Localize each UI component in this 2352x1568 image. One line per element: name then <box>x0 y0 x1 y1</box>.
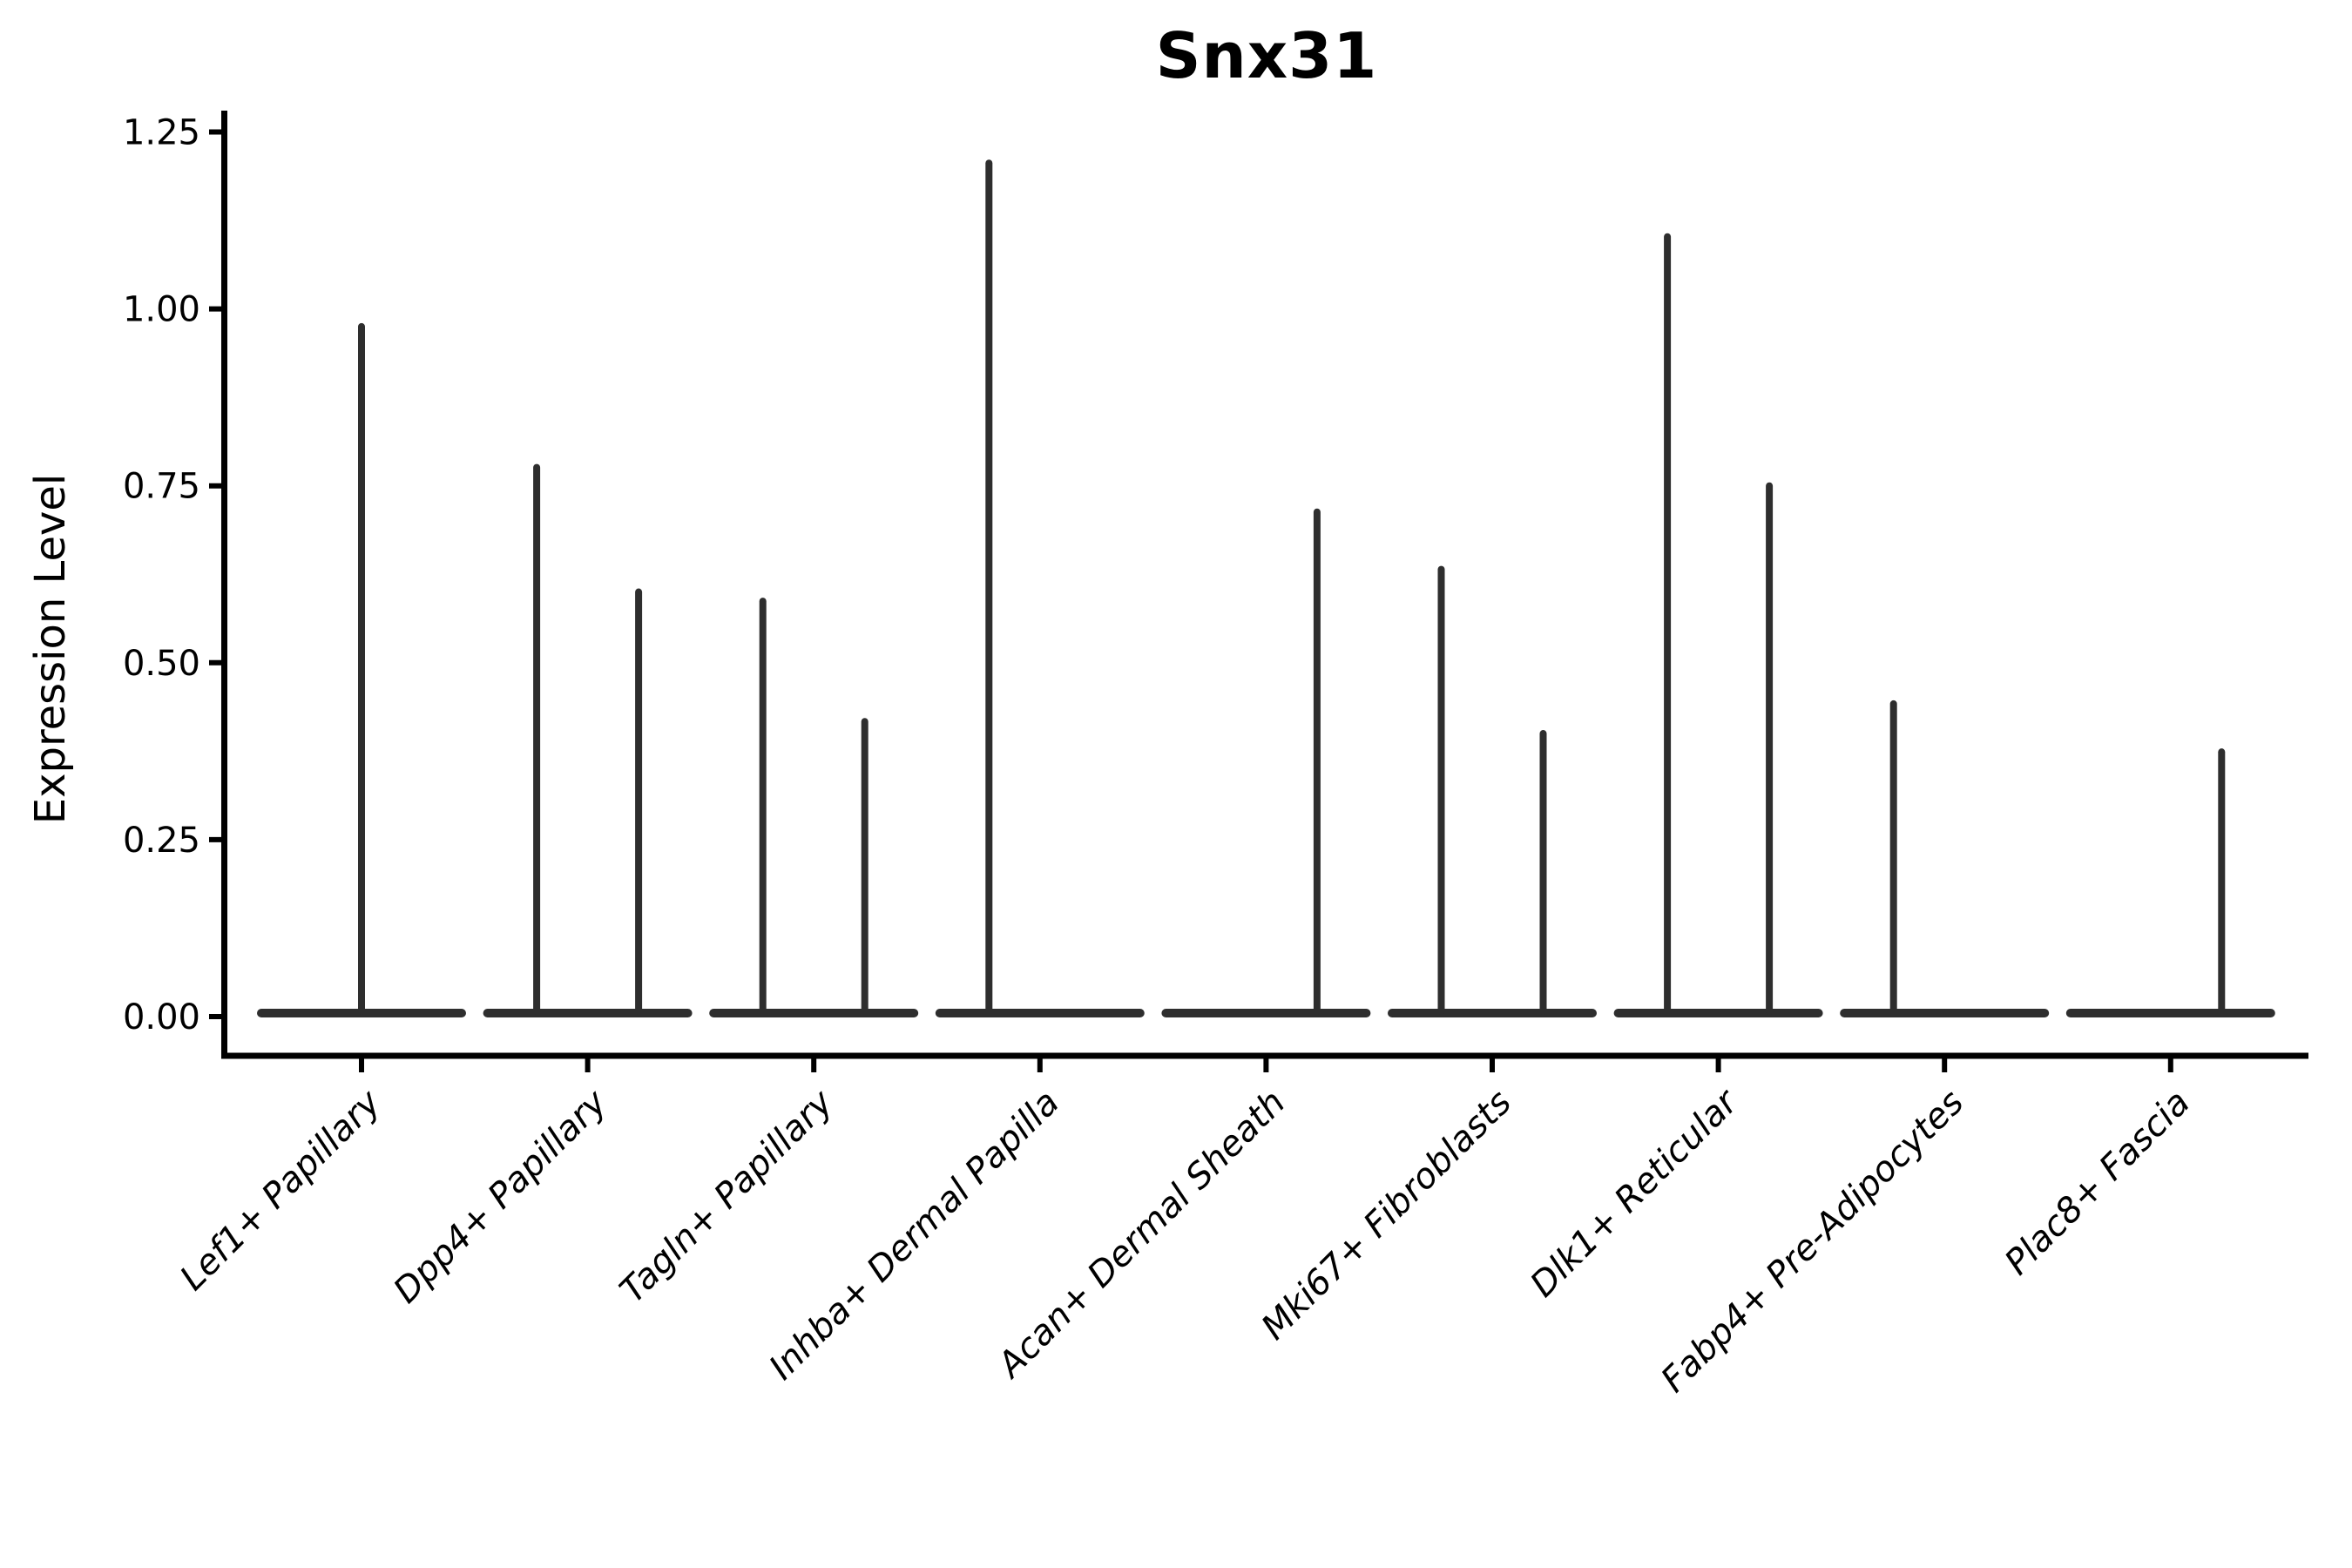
x-tick-label: Dpp4+ Papillary <box>386 1082 615 1311</box>
x-tick-label: Mki67+ Fibroblasts <box>1254 1083 1519 1348</box>
violin-body <box>483 1009 693 1017</box>
violin-body <box>2065 1009 2275 1017</box>
violin-body <box>1388 1009 1597 1017</box>
violin-body <box>709 1009 919 1017</box>
violin-body <box>1161 1009 1371 1017</box>
x-tick-label: Dlk1+ Reticular <box>1523 1081 1747 1305</box>
violin-body <box>935 1009 1145 1017</box>
violin-body <box>1613 1009 1823 1017</box>
y-tick-label: 0.00 <box>123 997 200 1037</box>
y-tick-label: 0.25 <box>123 821 200 861</box>
chart-title: Snx31 <box>1155 19 1378 92</box>
violin-body <box>1840 1009 2050 1017</box>
x-tick-label: Lef1+ Papillary <box>172 1082 389 1299</box>
y-tick-label: 0.75 <box>123 467 200 507</box>
y-tick-label: 1.00 <box>123 290 200 330</box>
x-tick-label: Plac8+ Fascia <box>1997 1083 2198 1283</box>
y-tick-label: 0.50 <box>123 644 200 684</box>
y-tick-label: 1.25 <box>123 113 200 153</box>
x-tick-label: Tagln+ Papillary <box>612 1082 841 1311</box>
